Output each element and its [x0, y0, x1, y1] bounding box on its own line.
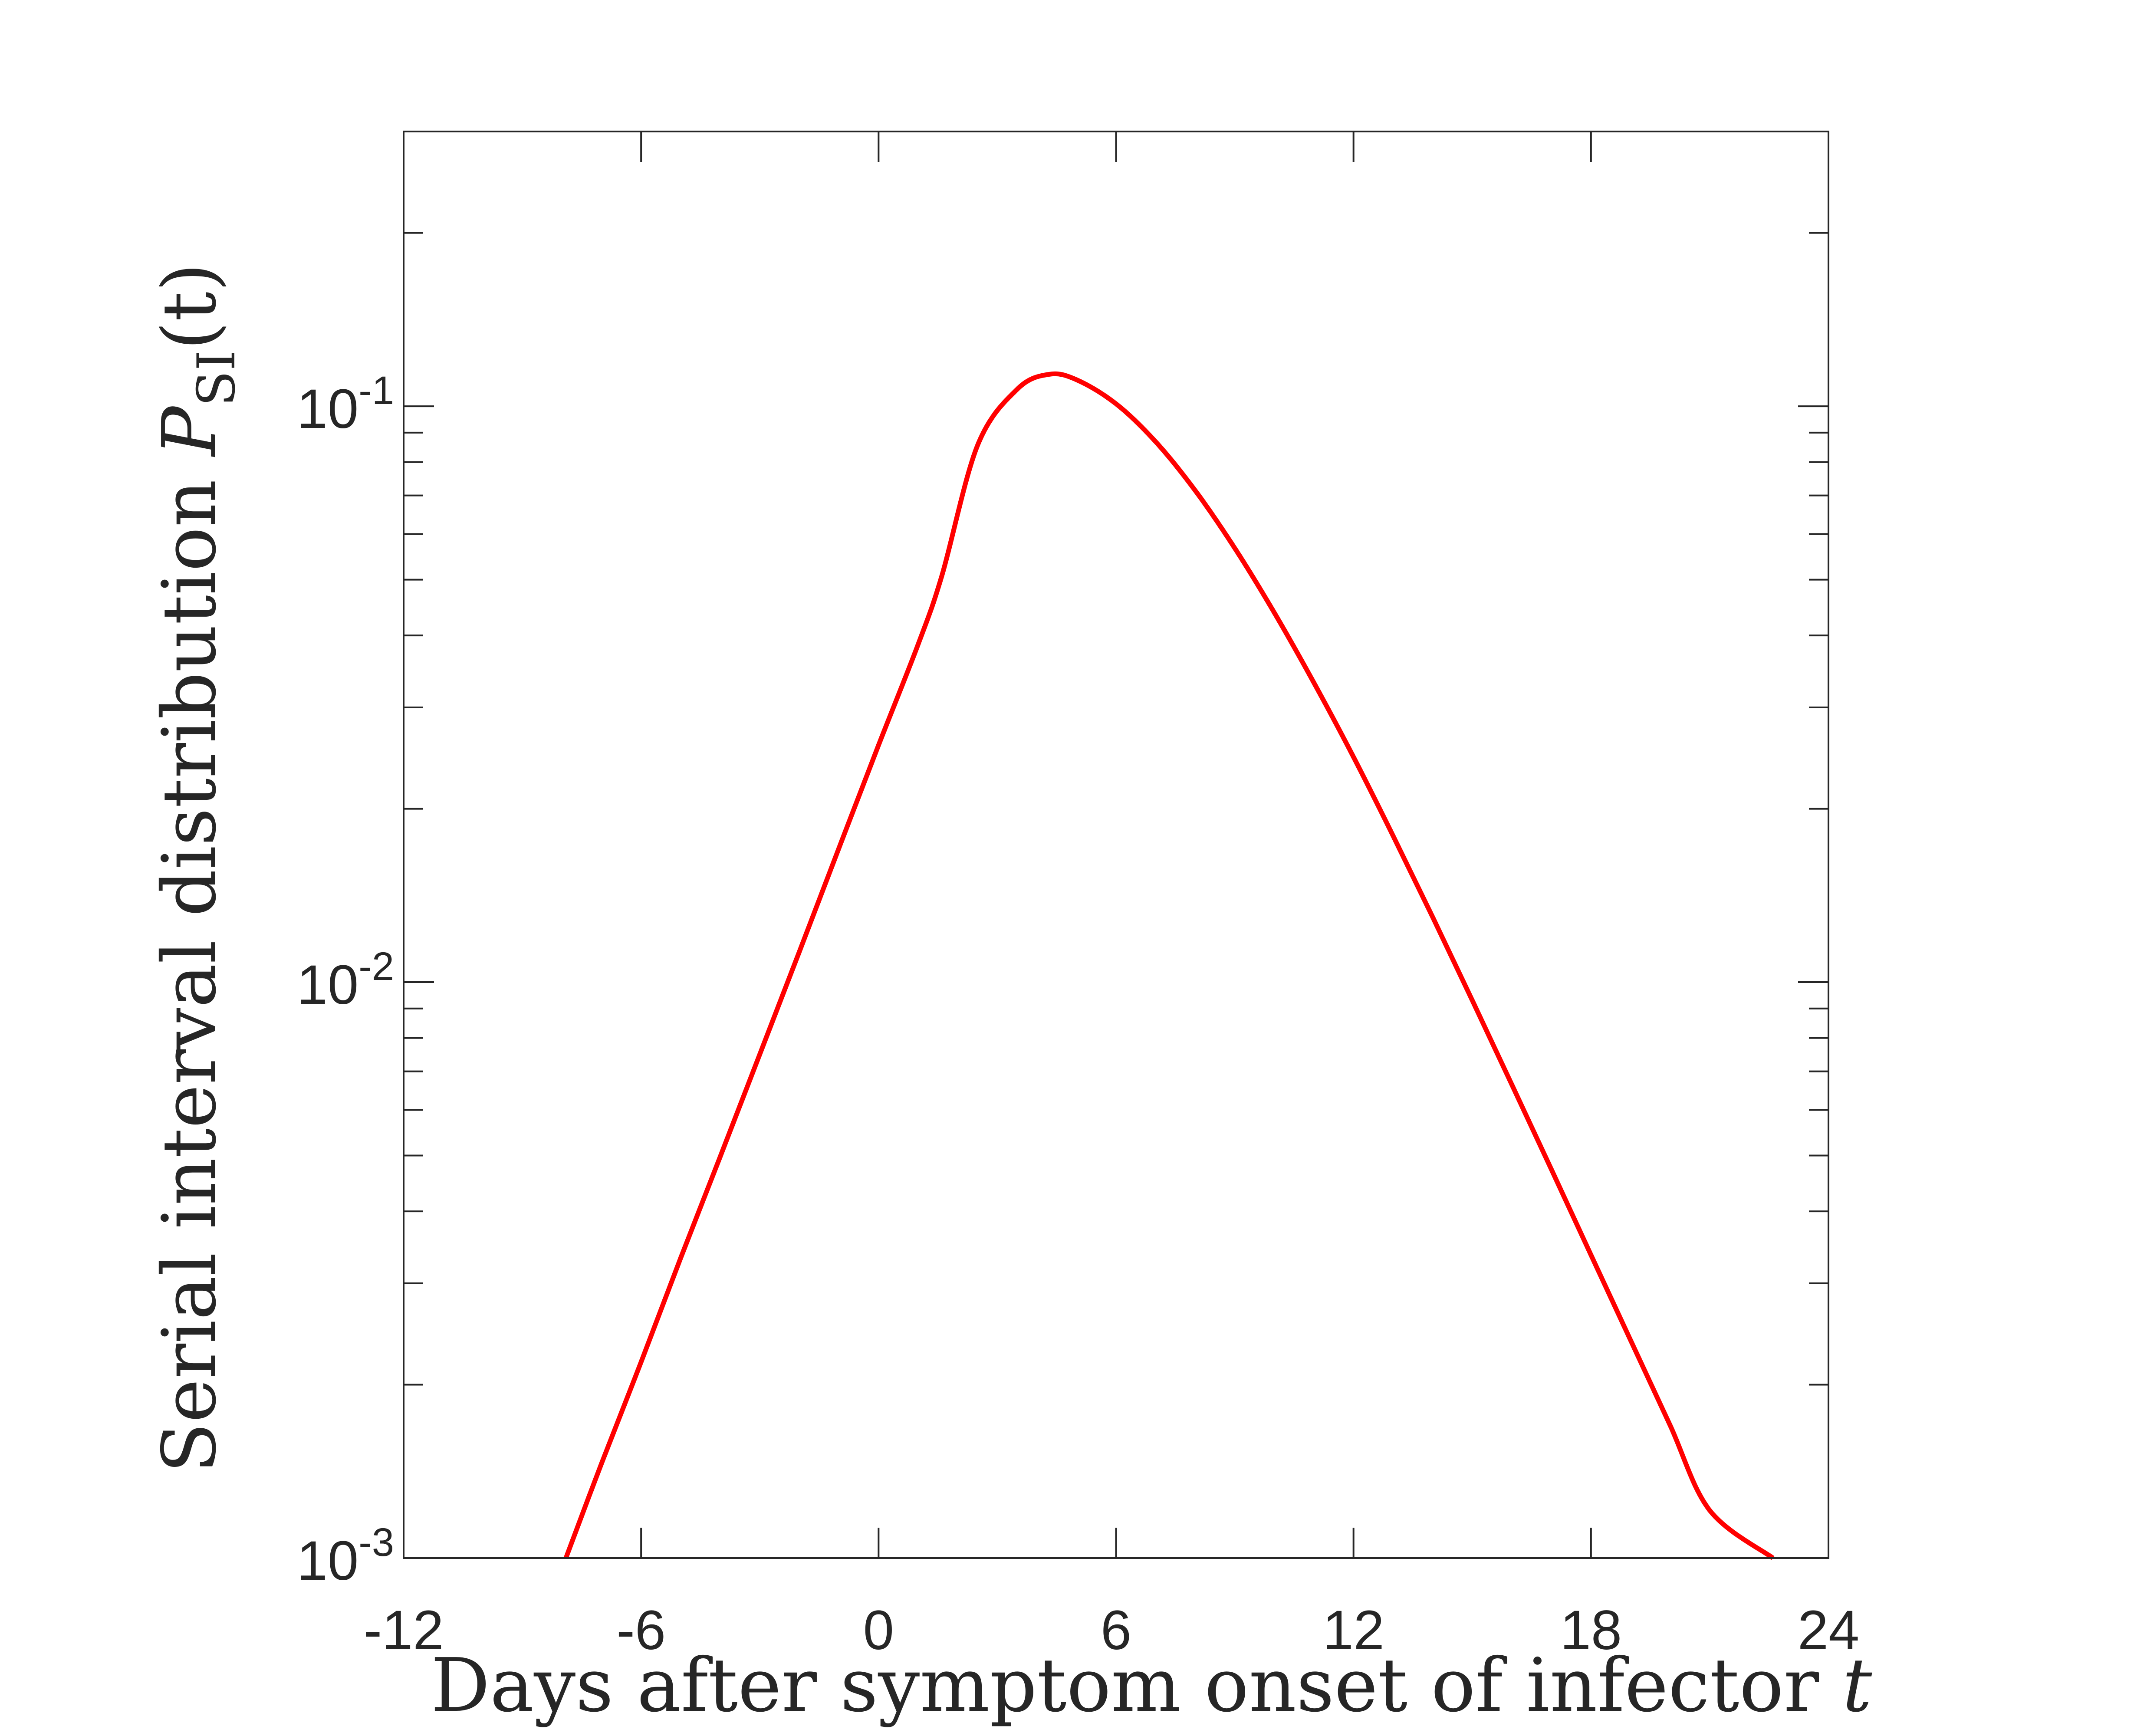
x-axis-label: Days after symptom onset of infector t: [431, 1643, 1873, 1729]
y-tick-label: 10-2: [297, 944, 394, 1016]
series-line: [563, 371, 1775, 1560]
series-layer: [563, 371, 1775, 1560]
y-tick-label-base: 10: [297, 954, 358, 1016]
y-tick-label-base: 10: [297, 378, 358, 440]
y-axis-label-subscript: SI: [187, 350, 247, 407]
y-tick-label-base: 10: [297, 1530, 358, 1592]
plot-area-frame: [403, 131, 1829, 1559]
x-tick-label: -12: [364, 1599, 444, 1661]
y-tick-label-exponent: -2: [358, 944, 394, 989]
y-axis-label-text: Serial interval distribution: [147, 480, 233, 1473]
x-tick-label: 18: [1560, 1599, 1622, 1661]
y-tick-label-exponent: -1: [358, 368, 394, 413]
y-tick-label-exponent: -3: [358, 1520, 394, 1565]
x-axis-label-variable: t: [1842, 1643, 1872, 1729]
x-tick-label: -6: [616, 1599, 666, 1661]
y-axis-label: Serial interval distribution PSI(t): [147, 263, 247, 1473]
y-tick-labels: 10-310-210-1: [297, 368, 394, 1592]
x-tick-label: 6: [1101, 1599, 1131, 1661]
x-tick-label: 0: [863, 1599, 894, 1661]
y-axis-label-symbol: P: [147, 405, 233, 457]
x-tick-label: 24: [1798, 1599, 1859, 1661]
axis-ticks: [404, 132, 1828, 1558]
y-tick-label: 10-1: [297, 368, 394, 440]
y-tick-label: 10-3: [297, 1520, 394, 1592]
x-tick-label: 12: [1322, 1599, 1384, 1661]
x-axis-label-text: Days after symptom onset of infector: [431, 1643, 1819, 1729]
x-tick-labels: -12 -6 0 6 12 18 24: [364, 1599, 1860, 1661]
y-axis-label-argument: (t): [147, 263, 233, 350]
